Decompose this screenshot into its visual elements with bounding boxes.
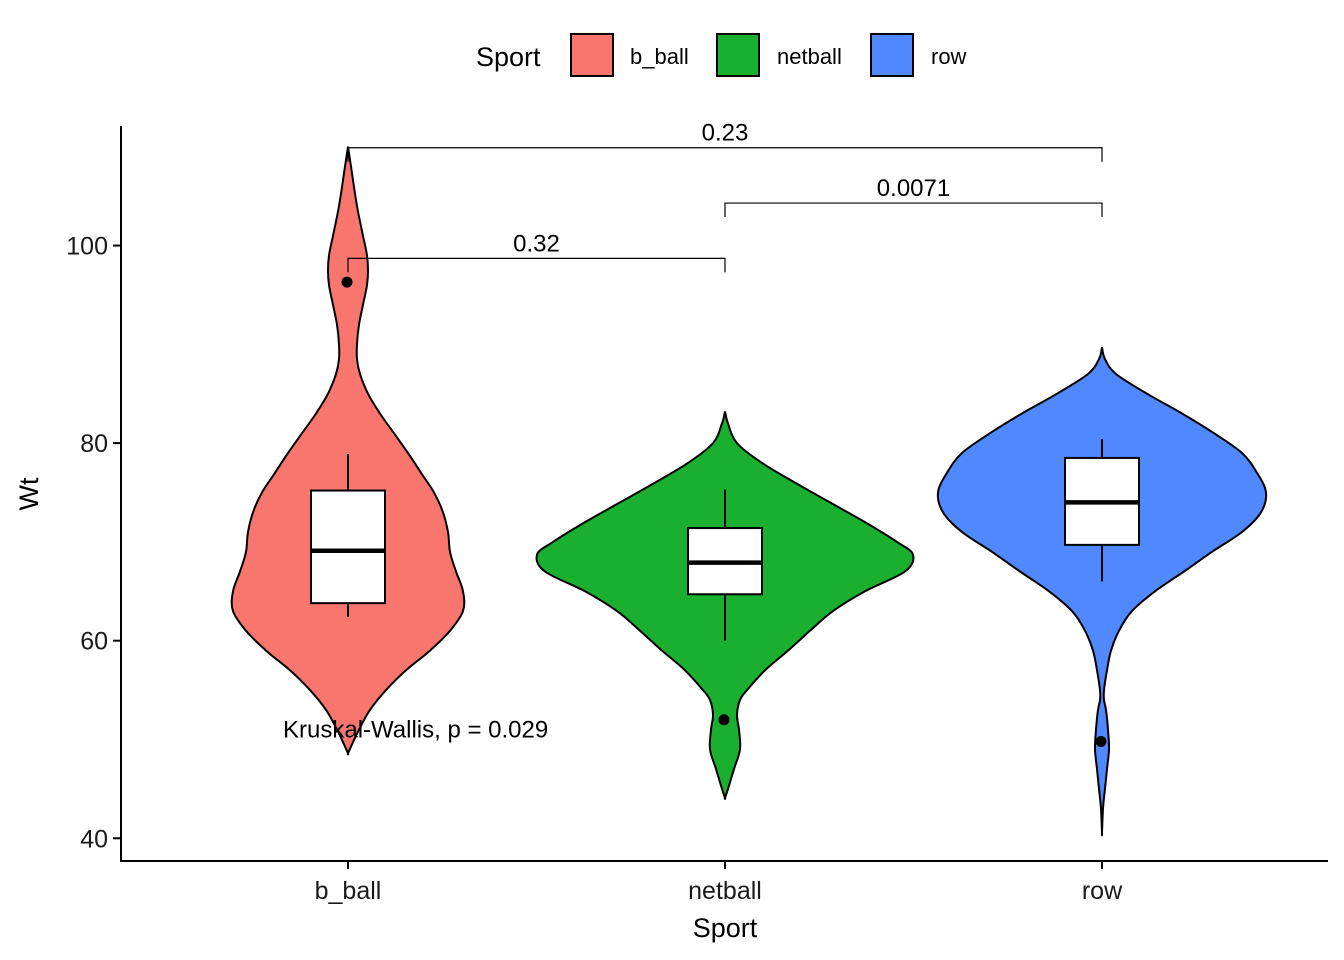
comparison-bracket-2: 0.0071 — [724, 175, 1103, 218]
comparison-bracket-1: 0.32 — [347, 230, 726, 273]
group-netball — [535, 411, 915, 800]
plot-area: 0.32 0.0071 0.23 Kruskal-Wallis, p = 0.029 4… — [66, 120, 1328, 905]
group-row — [936, 347, 1268, 837]
legend-entry-netball: netball — [716, 33, 842, 77]
comparison-bracket-3: 0.23 — [347, 120, 1103, 162]
legend-label-b-ball: b_ball — [630, 44, 689, 69]
legend-label-row: row — [931, 44, 967, 69]
x-axis-title: Sport — [693, 913, 758, 943]
box-b-ball — [310, 489, 386, 605]
legend-entry-row: row — [870, 33, 967, 77]
violin-b-ball — [230, 146, 466, 756]
outlier-point-b-ball — [341, 276, 353, 288]
y-tick-label-100: 100 — [66, 233, 108, 261]
violin-row — [936, 347, 1268, 837]
x-tick-label-netball: netball — [688, 877, 762, 905]
group-b-ball — [230, 146, 466, 756]
bracket-line-1 — [347, 257, 726, 273]
outlier-point-netball — [718, 714, 730, 726]
outlier-point-row — [1095, 735, 1107, 747]
bracket-label-1: 0.32 — [513, 230, 560, 257]
legend-title: Sport — [476, 42, 541, 72]
legend-key-netball — [716, 33, 760, 77]
legend-key-row — [870, 33, 914, 77]
x-tick-label-b-ball: b_ball — [315, 877, 382, 905]
y-tick-label-80: 80 — [80, 430, 108, 458]
y-axis-title: Wt — [14, 477, 44, 510]
legend-label-netball: netball — [777, 44, 842, 69]
bracket-label-2: 0.0071 — [877, 175, 950, 202]
legend: Sport b_ball netball row — [476, 33, 967, 77]
y-tick-label-60: 60 — [80, 628, 108, 656]
bracket-label-3: 0.23 — [702, 120, 749, 147]
kruskal-wallis-label: Kruskal-Wallis, p = 0.029 — [283, 717, 548, 744]
legend-key-b-ball — [570, 33, 614, 77]
legend-entry-b-ball: b_ball — [570, 33, 689, 77]
x-tick-label-row: row — [1082, 877, 1123, 905]
y-tick-label-40: 40 — [80, 825, 108, 853]
bracket-line-2 — [724, 202, 1103, 218]
bracket-line-3 — [347, 147, 1103, 162]
